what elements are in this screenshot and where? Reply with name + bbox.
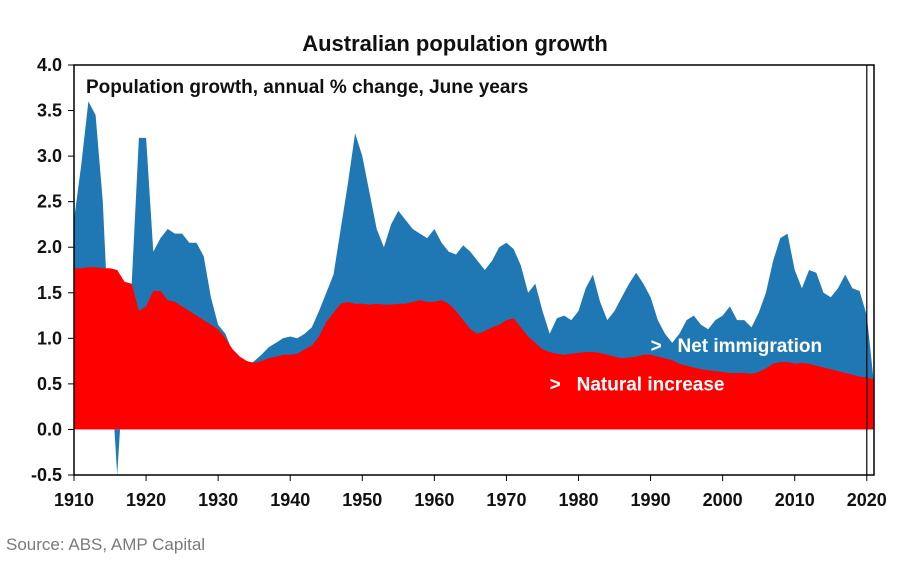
y-tick-label: -0.5: [31, 465, 62, 485]
x-tick-label: 1910: [54, 490, 94, 510]
x-tick-label: 1940: [270, 490, 310, 510]
plot-area-frame: [73, 64, 875, 476]
chart-subtitle: Population growth, annual % change, June…: [86, 77, 528, 98]
y-tick-label: 2.0: [37, 237, 62, 257]
x-tick-label: 1970: [486, 490, 526, 510]
natural-increase-area: [74, 267, 874, 430]
y-tick-label: 0.5: [37, 374, 62, 394]
x-tick-label: 1950: [342, 490, 382, 510]
y-tick-label: 0.0: [37, 419, 62, 439]
net-immigration-annotation: > Net immigration: [651, 336, 823, 357]
y-tick-label: 4.0: [37, 55, 62, 75]
y-tick-label: 1.0: [37, 328, 62, 348]
natural-increase-annotation: > Natural increase: [550, 374, 725, 395]
y-tick-label: 3.0: [37, 146, 62, 166]
source-note: Source: ABS, AMP Capital: [6, 535, 206, 554]
x-tick-label: 1980: [558, 490, 598, 510]
y-tick-label: 3.5: [37, 101, 62, 121]
x-tick-label: 1960: [414, 490, 454, 510]
y-tick-label: 1.5: [37, 283, 62, 303]
x-tick-label: 1990: [631, 490, 671, 510]
x-tick-label: 1930: [198, 490, 238, 510]
x-tick-label: 2020: [847, 490, 887, 510]
y-tick-label: 2.5: [37, 192, 62, 212]
x-tick-label: 2000: [703, 490, 743, 510]
chart-title: Australian population growth: [302, 31, 608, 56]
x-tick-label: 2010: [775, 490, 815, 510]
x-tick-label: 1920: [126, 490, 166, 510]
